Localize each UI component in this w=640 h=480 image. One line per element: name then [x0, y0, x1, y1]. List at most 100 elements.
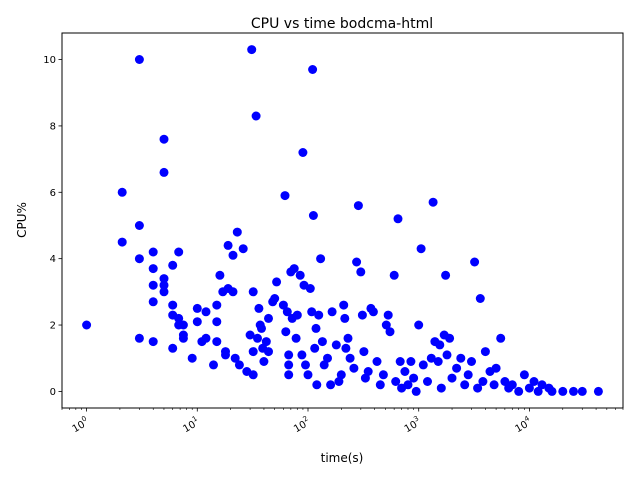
data-point-5 — [134, 254, 144, 264]
data-point-95 — [317, 337, 327, 347]
data-point-148 — [447, 373, 457, 383]
data-point-15 — [159, 280, 169, 290]
data-point-112 — [357, 310, 367, 320]
data-point-125 — [391, 377, 401, 386]
data-point-97 — [323, 353, 332, 363]
data-point-45 — [230, 353, 240, 363]
data-point-8 — [148, 264, 158, 274]
data-point-71 — [282, 307, 292, 317]
data-point-44 — [228, 287, 238, 297]
x-tick-exponent: 1 — [191, 414, 199, 423]
data-point-99 — [327, 307, 337, 317]
data-point-43 — [228, 250, 238, 260]
x-tick-exponent: 3 — [412, 414, 420, 423]
data-point-133 — [411, 386, 421, 396]
data-point-142 — [435, 340, 445, 350]
x-tick-label: 102 — [291, 414, 313, 435]
data-point-156 — [475, 294, 485, 303]
data-point-84 — [301, 360, 310, 370]
data-point-35 — [212, 317, 222, 327]
data-point-98 — [326, 380, 336, 390]
data-point-92 — [312, 380, 322, 390]
data-point-2 — [117, 237, 127, 247]
data-point-129 — [400, 367, 410, 376]
data-point-72 — [284, 350, 294, 360]
plot-frame — [61, 32, 624, 409]
data-point-132 — [409, 373, 419, 383]
data-point-53 — [248, 347, 258, 357]
data-point-67 — [272, 277, 282, 287]
data-point-78 — [291, 333, 301, 343]
data-point-56 — [253, 333, 262, 343]
data-point-64 — [264, 347, 273, 357]
data-point-32 — [201, 333, 211, 343]
data-point-137 — [423, 377, 432, 386]
data-point-157 — [478, 377, 488, 386]
data-point-165 — [507, 380, 517, 390]
data-point-122 — [383, 310, 393, 320]
y-tick-label: 4 — [50, 254, 56, 265]
data-point-138 — [426, 353, 436, 363]
data-point-4 — [134, 221, 144, 230]
data-point-74 — [284, 370, 294, 380]
data-point-111 — [356, 267, 366, 277]
data-point-3 — [134, 55, 144, 64]
data-point-150 — [456, 353, 466, 363]
data-point-123 — [385, 327, 395, 337]
data-point-87 — [307, 307, 317, 317]
data-point-47 — [234, 360, 244, 370]
chart-title: CPU vs time bodcma-html — [251, 16, 433, 32]
data-point-163 — [500, 377, 510, 386]
data-point-147 — [445, 333, 455, 343]
data-point-34 — [212, 300, 222, 310]
data-point-120 — [378, 370, 388, 380]
data-point-68 — [278, 300, 288, 310]
data-point-106 — [343, 333, 353, 343]
data-point-102 — [336, 370, 346, 380]
y-axis-label: CPU% — [15, 202, 29, 238]
data-point-154 — [470, 257, 480, 267]
x-tick-exponent: 2 — [302, 414, 310, 423]
y-tick-label: 8 — [50, 121, 56, 132]
data-point-51 — [247, 45, 257, 55]
data-point-81 — [297, 350, 307, 360]
data-point-77 — [289, 264, 299, 274]
data-point-80 — [295, 270, 305, 280]
data-point-12 — [159, 134, 169, 144]
data-point-145 — [441, 270, 451, 280]
data-point-119 — [375, 380, 385, 390]
data-point-31 — [201, 307, 211, 317]
data-point-18 — [168, 300, 178, 310]
data-point-155 — [473, 383, 483, 393]
data-point-115 — [363, 367, 373, 376]
data-point-170 — [533, 386, 543, 396]
data-point-110 — [353, 201, 363, 211]
data-point-73 — [284, 360, 294, 370]
data-point-167 — [519, 370, 529, 380]
data-point-166 — [514, 386, 524, 396]
data-point-117 — [368, 307, 378, 317]
data-point-169 — [529, 377, 539, 386]
data-point-93 — [314, 310, 324, 320]
data-point-161 — [491, 363, 501, 373]
data-point-104 — [340, 313, 350, 323]
data-point-9 — [148, 280, 158, 290]
data-point-82 — [298, 148, 308, 157]
data-point-79 — [292, 310, 302, 320]
data-point-86 — [305, 284, 315, 293]
data-point-100 — [331, 340, 341, 350]
data-point-127 — [395, 357, 405, 366]
data-point-62 — [261, 337, 271, 347]
data-point-171 — [537, 380, 547, 390]
data-point-54 — [248, 370, 258, 380]
data-point-168 — [524, 383, 534, 393]
data-point-109 — [352, 257, 362, 267]
data-point-66 — [270, 294, 280, 303]
data-point-13 — [159, 167, 169, 177]
data-point-1 — [117, 187, 127, 197]
data-point-126 — [393, 214, 403, 224]
data-point-158 — [480, 347, 490, 357]
data-point-176 — [577, 386, 587, 396]
data-point-17 — [168, 260, 178, 270]
